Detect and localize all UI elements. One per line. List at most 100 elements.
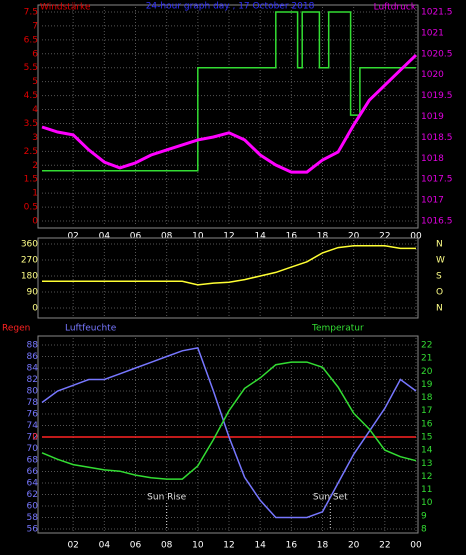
y-tick-label: 180 [21, 272, 38, 282]
y-tick-label: 2.5 [24, 147, 38, 157]
series-name: Regen [2, 324, 30, 334]
x-tick-label: 18 [317, 541, 329, 551]
x-tick-label: 14 [254, 232, 266, 242]
x-tick-label: 06 [130, 232, 142, 242]
y-tick-label: 7.5 [24, 8, 38, 18]
y-tick-label: 70 [27, 444, 39, 454]
y2-tick-label: W [436, 256, 445, 266]
series-name: Luftfeuchte [65, 324, 117, 334]
y-tick-label: 82 [27, 375, 38, 385]
x-tick-label: 10 [192, 232, 204, 242]
y2-tick-label: O [436, 288, 443, 298]
y2-tick-label: 8 [421, 525, 427, 535]
y-tick-label: 0 [32, 217, 38, 227]
chart-title: 24-hour graph day , 17 October 2018 [146, 2, 315, 12]
y2-tick-label: 1019 [421, 112, 444, 122]
x-tick-label: 18 [317, 232, 329, 242]
y-tick-label: 5.5 [24, 63, 38, 73]
series-line [41, 347, 417, 519]
y-tick-label: 270 [21, 256, 38, 266]
y2-tick-label: 17 [421, 406, 432, 416]
y-tick-label: 72 [27, 433, 38, 443]
x-tick-label: 00 [410, 232, 422, 242]
x-tick-label: 16 [286, 541, 298, 551]
panel-frame [37, 335, 419, 534]
y-tick-label: 2 [32, 161, 38, 171]
x-tick-label: 12 [223, 232, 234, 242]
y-tick-label: 58 [27, 513, 39, 523]
y-tick-label: 62 [27, 490, 38, 500]
y-tick-label: 78 [27, 398, 39, 408]
y2-tick-label: 14 [421, 446, 433, 456]
x-tick-label: 08 [161, 541, 173, 551]
x-tick-label: 00 [410, 541, 422, 551]
y2-tick-label: 22 [421, 341, 432, 351]
y2-tick-label: 15 [421, 433, 432, 443]
y-tick-label: 60 [27, 502, 39, 512]
y2-tick-label: 16 [421, 419, 433, 429]
y2-tick-label: 1019.5 [421, 91, 453, 101]
y-tick-label: 6.5 [24, 35, 38, 45]
panel-frame [37, 4, 419, 229]
y2-tick-label: S [436, 272, 442, 282]
y2-tick-label: 1017 [421, 196, 444, 206]
y-tick-label: 0.5 [24, 203, 38, 213]
y2-tick-label: 20 [421, 367, 433, 377]
y-tick-label: 4 [32, 105, 38, 115]
y2-tick-label: 1018.5 [421, 133, 453, 143]
y-tick-label: 74 [27, 421, 39, 431]
x-tick-label: 20 [348, 232, 360, 242]
x-tick-label: 22 [379, 541, 390, 551]
y-tick-label: 66 [27, 467, 39, 477]
y2-tick-label: 11 [421, 485, 432, 495]
y3-tick-label: 0 [32, 433, 38, 443]
y-tick-label: 68 [27, 456, 39, 466]
y2-tick-label: N [436, 304, 443, 314]
x-tick-label: 12 [223, 541, 234, 551]
y-tick-label: 1 [32, 189, 38, 199]
y-tick-label: 7 [32, 21, 38, 31]
x-tick-label: 02 [67, 541, 78, 551]
y-tick-label: 1.5 [24, 175, 38, 185]
series-name: Temperatur [311, 324, 364, 334]
x-tick-label: 14 [254, 541, 266, 551]
y-tick-label: 56 [27, 525, 39, 535]
y2-tick-label: 1021.5 [421, 8, 453, 18]
x-tick-label: 10 [192, 541, 204, 551]
y-tick-label: 86 [27, 352, 39, 362]
y2-tick-label: 18 [421, 393, 433, 403]
y2-tick-label: 1021 [421, 28, 444, 38]
y-tick-label: 76 [27, 410, 39, 420]
x-tick-label: 20 [348, 541, 360, 551]
y2-tick-label: 9 [421, 511, 427, 521]
y-tick-label: 5 [32, 77, 38, 87]
y-tick-label: 4.5 [24, 91, 38, 101]
y2-tick-label: N [436, 240, 443, 250]
y-tick-label: 80 [27, 387, 39, 397]
y2-tick-label: 19 [421, 380, 433, 390]
y2-tick-label: 1017.5 [421, 175, 453, 185]
y2-tick-label: 1020 [421, 70, 444, 80]
x-tick-label: 06 [130, 541, 142, 551]
y-tick-label: 90 [27, 288, 39, 298]
x-tick-label: 22 [379, 232, 390, 242]
series-line [42, 245, 416, 286]
x-tick-label: 08 [161, 232, 173, 242]
series-name: Windstärke [40, 3, 91, 13]
y-tick-label: 64 [27, 479, 39, 489]
x-tick-label: 02 [67, 232, 78, 242]
x-tick-label: 16 [286, 232, 298, 242]
y-tick-label: 3 [32, 133, 38, 143]
annotation: Sun Set [313, 493, 348, 503]
y2-tick-label: 21 [421, 354, 432, 364]
y-tick-label: 3.5 [24, 119, 38, 129]
y2-tick-label: 1018 [421, 154, 444, 164]
y-tick-label: 84 [27, 364, 39, 374]
series-line [41, 54, 418, 174]
panel-frame [37, 237, 419, 319]
y-tick-label: 360 [21, 240, 38, 250]
y2-tick-label: 10 [421, 498, 433, 508]
y2-tick-label: 13 [421, 459, 432, 469]
x-tick-label: 04 [99, 232, 111, 242]
